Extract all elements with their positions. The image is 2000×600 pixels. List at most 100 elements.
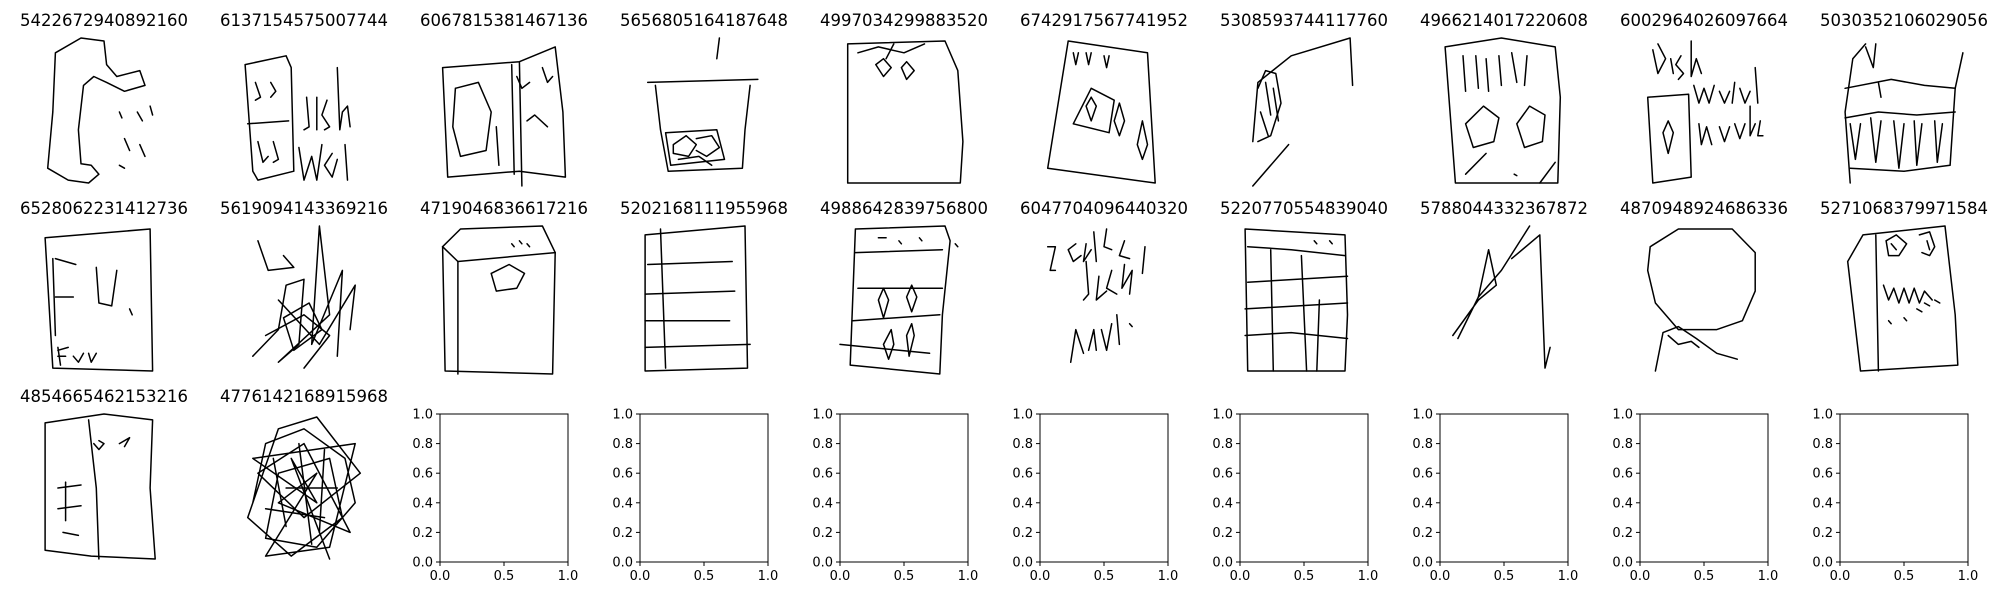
panel-18: 5788044332367872	[1420, 199, 1588, 369]
drawing-stroke	[1072, 52, 1080, 66]
drawing-stroke	[1141, 245, 1146, 275]
drawing-stroke	[1244, 302, 1349, 310]
drawing-stroke	[672, 134, 698, 158]
drawing-stroke	[646, 78, 759, 84]
x-tick-label: 0.5	[694, 569, 715, 584]
drawing-stroke	[1890, 243, 1898, 251]
drawing-stroke	[264, 314, 331, 369]
drawing-stroke	[1300, 254, 1308, 372]
y-tick-label: 0.6	[1812, 467, 1833, 482]
drawing-stroke	[1877, 81, 1882, 98]
drawing-stroke	[1731, 81, 1736, 104]
drawing-stroke	[1485, 57, 1490, 93]
x-tick-label: 1.0	[958, 569, 979, 584]
drawing-stroke	[1246, 245, 1346, 257]
drawing-stroke	[1669, 57, 1675, 75]
panel-26: 0.0 0.5 1.0 0.0 0.2 0.4 0.6 0.8 1.0	[1012, 408, 1178, 585]
drawing-stroke	[846, 40, 964, 184]
drawing-stroke	[1539, 161, 1556, 184]
drawing-stroke	[1085, 96, 1098, 122]
drawing-stroke	[1121, 263, 1133, 295]
x-tick-label: 1.0	[1758, 569, 1779, 584]
drawing-stroke	[518, 240, 523, 245]
drawing-stroke	[1046, 40, 1156, 184]
drawing-stroke	[298, 143, 323, 181]
panel-title: 4776142168915968	[220, 387, 388, 406]
x-tick-label: 0.0	[430, 569, 451, 584]
drawing-stroke	[277, 284, 356, 346]
empty-axes-frame	[1439, 413, 1569, 563]
drawing-stroke	[318, 448, 326, 534]
drawing-stroke	[118, 164, 126, 169]
drawing-stroke	[1316, 299, 1321, 372]
y-tick-label: 0.8	[1812, 437, 1833, 452]
drawing-stroke	[898, 240, 903, 245]
y-tick-label: 1.0	[412, 408, 433, 423]
drawing-stroke	[1690, 40, 1703, 78]
drawing-stroke	[541, 66, 554, 84]
drawing-stroke	[321, 99, 331, 131]
panel-4: 5656805164187648	[620, 11, 788, 172]
drawing-stroke	[87, 419, 100, 560]
drawing-stroke	[57, 505, 82, 510]
y-tick-label: 0.2	[412, 526, 433, 541]
panel-28: 0.0 0.5 1.0 0.0 0.2 0.4 0.6 0.8 1.0	[1412, 408, 1578, 585]
drawing-stroke	[149, 105, 154, 116]
drawing-stroke	[1082, 260, 1090, 301]
drawing-stroke	[139, 143, 146, 158]
drawing-stroke	[644, 343, 751, 349]
drawing-stroke	[1916, 308, 1923, 313]
y-tick-label: 1.0	[1612, 408, 1633, 423]
drawing-stroke	[677, 155, 713, 167]
y-tick-label: 0.4	[412, 496, 433, 511]
drawing-stroke	[1464, 152, 1487, 175]
drawing-stroke	[1264, 81, 1272, 116]
drawing-stroke	[516, 75, 531, 90]
drawing-stroke	[1893, 120, 1905, 169]
drawing-stroke	[644, 225, 749, 372]
y-tick-label: 0.0	[812, 556, 833, 571]
y-tick-label: 0.4	[1812, 496, 1833, 511]
panel-17: 5220770554839040	[1220, 199, 1388, 372]
drawing-stroke	[1252, 143, 1290, 187]
panel-30: 0.0 0.5 1.0 0.0 0.2 0.4 0.6 0.8 1.0	[1812, 408, 1978, 585]
drawing-stroke	[257, 140, 269, 164]
drawing-stroke	[1923, 302, 1931, 307]
drawing-stroke	[1918, 231, 1936, 257]
drawing-stroke	[495, 126, 500, 167]
drawing-stroke	[954, 243, 959, 248]
drawing-stroke	[44, 228, 154, 372]
drawing-stroke	[1926, 240, 1931, 251]
y-tick-label: 1.0	[1212, 408, 1233, 423]
drawing-stroke	[1933, 299, 1941, 304]
x-tick-label: 0.5	[894, 569, 915, 584]
y-tick-label: 0.4	[1412, 496, 1433, 511]
x-tick-label: 1.0	[1158, 569, 1179, 584]
panel-2: 6137154575007744	[220, 11, 388, 181]
drawing-stroke	[1875, 234, 1880, 372]
drawing-stroke	[303, 96, 310, 131]
drawing-stroke	[246, 416, 362, 560]
panel-title: 4997034299883520	[820, 11, 988, 30]
drawing-stroke	[128, 308, 133, 316]
drawing-stroke	[664, 129, 726, 167]
panel-19: 4870948924686336	[1620, 199, 1788, 372]
drawing-stroke	[1452, 248, 1498, 340]
panel-title: 6137154575007744	[220, 11, 388, 30]
y-tick-label: 0.4	[1612, 496, 1633, 511]
y-tick-label: 0.8	[1412, 437, 1433, 452]
drawing-stroke	[1844, 52, 1964, 90]
drawing-stroke	[918, 237, 923, 242]
panel-title: 5220770554839040	[1220, 199, 1388, 218]
drawing-stroke	[1667, 334, 1700, 349]
drawing-stroke	[1116, 314, 1121, 346]
y-tick-label: 0.8	[1612, 437, 1633, 452]
y-tick-label: 0.2	[1612, 526, 1633, 541]
drawing-stroke	[441, 46, 567, 178]
drawing-stroke	[1244, 228, 1349, 372]
drawing-stroke	[1462, 55, 1467, 93]
drawing-stroke	[1246, 275, 1349, 283]
drawing-stroke	[882, 328, 895, 360]
panel-25: 0.0 0.5 1.0 0.0 0.2 0.4 0.6 0.8 1.0	[812, 408, 978, 585]
drawing-stroke	[875, 57, 892, 78]
